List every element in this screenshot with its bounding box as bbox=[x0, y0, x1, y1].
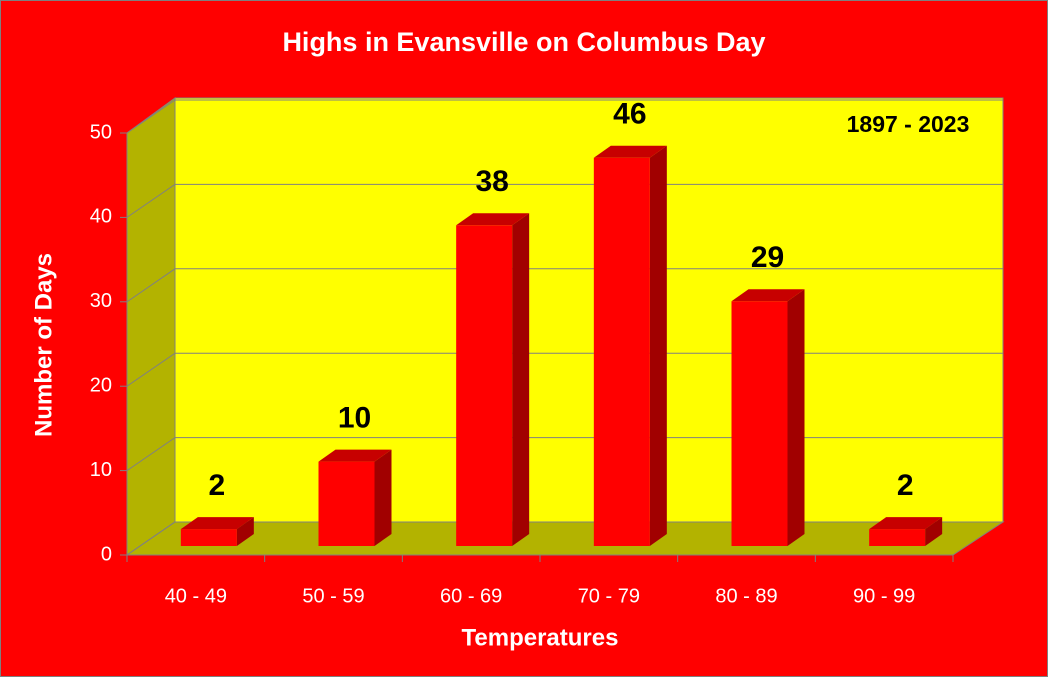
bar bbox=[593, 157, 650, 546]
data-label: 46 bbox=[613, 98, 646, 131]
grid-line bbox=[126, 521, 1003, 556]
y-tick-label: 40 bbox=[90, 206, 112, 228]
bar-side bbox=[787, 289, 805, 546]
bar bbox=[869, 529, 926, 546]
grid-line bbox=[126, 352, 1003, 387]
grid-line bbox=[126, 268, 1003, 303]
bar-top bbox=[180, 517, 254, 530]
chart-title: Highs in Evansville on Columbus Day bbox=[282, 27, 765, 57]
data-label: 2 bbox=[208, 469, 225, 502]
x-axis-label: Temperatures bbox=[462, 624, 619, 651]
y-tick-label: 20 bbox=[90, 374, 112, 396]
bar-top bbox=[869, 517, 943, 530]
bar-top bbox=[593, 145, 667, 158]
y-tick-label: 10 bbox=[90, 459, 112, 481]
y-tick-label: 50 bbox=[90, 121, 112, 143]
bar-side bbox=[925, 517, 943, 546]
data-label: 29 bbox=[751, 241, 784, 274]
side-wall bbox=[126, 97, 176, 556]
back-wall bbox=[174, 97, 1004, 523]
grid-line bbox=[126, 183, 1003, 218]
bar bbox=[456, 225, 513, 546]
bar-top bbox=[456, 213, 530, 226]
x-tick-label: 40 - 49 bbox=[165, 585, 227, 607]
bar-side bbox=[374, 449, 392, 546]
bar bbox=[731, 301, 788, 546]
x-tick-label: 60 - 69 bbox=[440, 585, 502, 607]
data-label: 10 bbox=[338, 402, 371, 435]
annotation: 1897 - 2023 bbox=[847, 111, 970, 137]
grid-line bbox=[126, 99, 1003, 134]
bar-side bbox=[649, 145, 667, 546]
x-tick-label: 80 - 89 bbox=[715, 585, 777, 607]
x-tick-label: 90 - 99 bbox=[853, 585, 915, 607]
data-label: 2 bbox=[897, 469, 914, 502]
x-tick-label: 50 - 59 bbox=[302, 585, 364, 607]
x-tick-label: 70 - 79 bbox=[578, 585, 640, 607]
y-tick-label: 30 bbox=[90, 290, 112, 312]
bar bbox=[180, 529, 237, 546]
bar-top bbox=[731, 289, 805, 302]
data-label: 38 bbox=[475, 165, 508, 198]
bar-top bbox=[318, 449, 392, 462]
bar-side bbox=[512, 213, 530, 546]
bar-side bbox=[236, 517, 254, 546]
y-tick-label: 0 bbox=[101, 543, 112, 565]
y-axis-label: Number of Days bbox=[30, 253, 57, 437]
bar bbox=[318, 461, 375, 546]
grid-line bbox=[126, 437, 1003, 472]
